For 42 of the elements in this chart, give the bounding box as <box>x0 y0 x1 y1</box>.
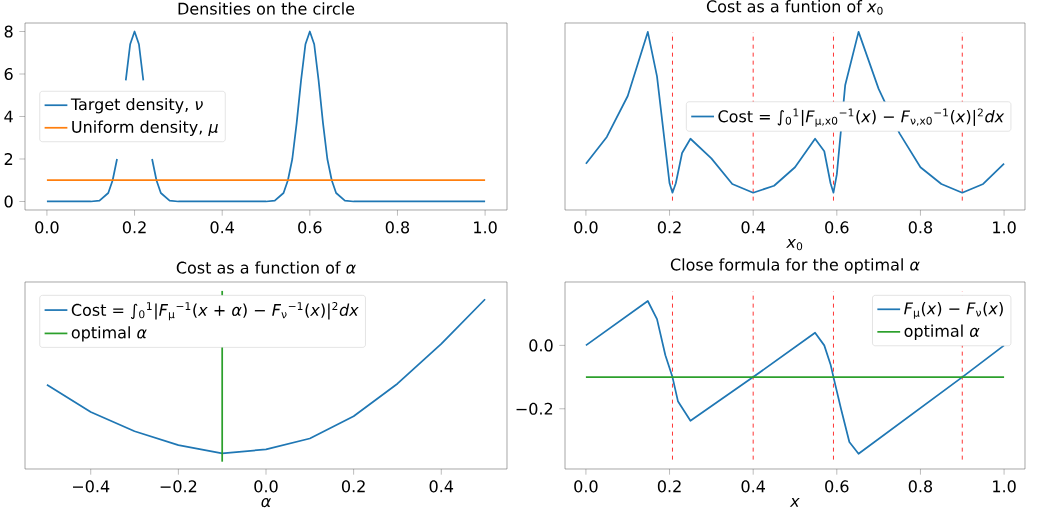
x-tick-label: 0.6 <box>825 480 849 493</box>
x-tick-label: 0.6 <box>825 221 849 234</box>
chart-title: Cost as a funtion of x$_{0}$ <box>706 0 883 15</box>
x-axis-title: x$_{0}$ <box>786 238 803 251</box>
legend-label: Uniform density, μ <box>72 120 218 136</box>
x-tick-label: 0.8 <box>385 221 410 234</box>
x-tick-label: −0.4 <box>73 480 110 493</box>
x-tick-label: 0.4 <box>210 221 235 234</box>
x-tick-label: 1.0 <box>474 221 497 234</box>
y-tick-label: 4 <box>4 110 13 123</box>
x-tick-label: 0.0 <box>574 221 598 234</box>
x-tick-label: 0.2 <box>657 221 681 234</box>
x-tick-label: 1.0 <box>993 480 1016 493</box>
legend-label: Target density, ν <box>70 97 203 114</box>
y-tick-label: 8 <box>4 25 13 38</box>
x-tick-label: −0.2 <box>160 480 197 493</box>
x-tick-label: 0.4 <box>429 480 454 493</box>
chart-title: Close formula for the optimal α <box>670 258 920 274</box>
text: Cost = ∫$_{0}$$^{1}$|F$_{μ,x0}$$^{−1}$(x) − F$_{ν,x0}$$^{−1}$(x)|$^{2}$dx <box>718 108 1005 127</box>
x-tick-label: 0.2 <box>341 480 365 493</box>
x-tick-label: 0.2 <box>122 221 146 234</box>
x-tick-label: 0.8 <box>908 221 933 234</box>
x-tick-label: 0.2 <box>657 480 681 493</box>
x-tick-label: 0.4 <box>741 221 766 234</box>
chart-title: Densities on the circle <box>178 2 355 15</box>
legend-label: optimal α <box>71 326 147 342</box>
y-tick-label: 6 <box>4 67 13 81</box>
y-tick-label: 2 <box>4 153 13 165</box>
x-tick-label: 0.0 <box>254 480 278 493</box>
x-tick-label: 1.0 <box>993 221 1016 234</box>
text: F$_{μ}$(x) − F$_{ν}$(x) <box>904 302 1003 319</box>
x-tick-label: 0.6 <box>298 221 322 234</box>
x-tick-label: 0.4 <box>741 480 765 493</box>
x-axis-title: α <box>261 498 272 508</box>
x-tick-label: 0.0 <box>574 480 598 493</box>
y-tick-label: 0 <box>4 195 13 208</box>
x-tick-label: 0.8 <box>908 480 933 493</box>
x-tick-label: 0.0 <box>35 221 59 234</box>
text: Cost = ∫$_{0}$$^{1}$|F$_{μ}$$^{−1}$(x + α) − F$_{ν}$$^{−1}$(x)|$^{2}$dx <box>71 302 359 321</box>
chart-title: Cost as a function of α <box>176 261 356 274</box>
x-axis-title: x <box>789 497 800 507</box>
legend-label: optimal α <box>904 324 980 341</box>
